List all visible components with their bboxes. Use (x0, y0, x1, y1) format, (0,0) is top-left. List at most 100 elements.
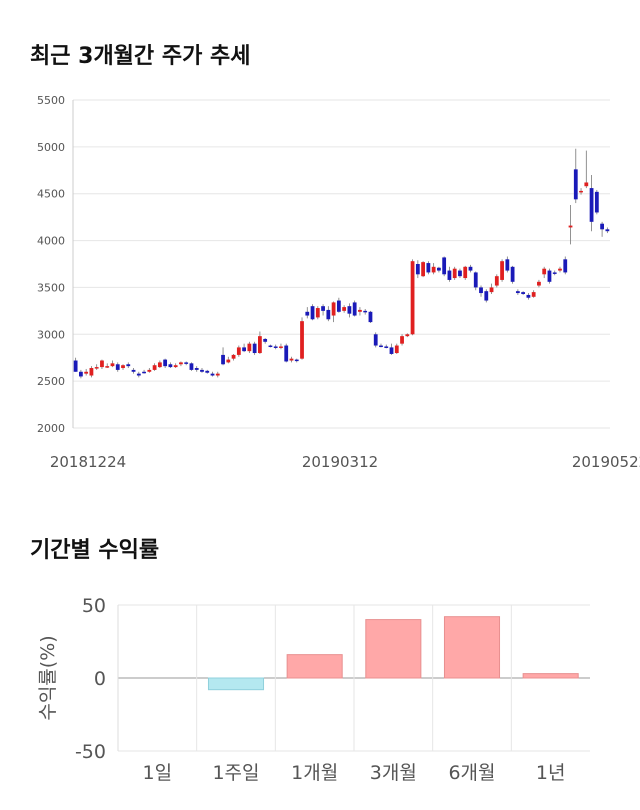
y-tick-label: 0 (94, 668, 106, 690)
candle-body (273, 346, 278, 348)
candle-body (247, 343, 252, 352)
candle-body (558, 268, 562, 271)
candle-body (84, 371, 89, 374)
candle-body (547, 270, 552, 282)
candle-body (489, 287, 494, 293)
candle-body (352, 302, 357, 316)
candle-body (384, 346, 389, 348)
candle-body (131, 369, 136, 372)
candle-body (505, 259, 510, 271)
candle-body (442, 257, 447, 275)
candle-body (331, 302, 336, 316)
candle-body (573, 169, 578, 200)
candle-body (94, 367, 99, 369)
candle-body (500, 261, 504, 280)
candle-body (521, 292, 526, 294)
candle-body (437, 267, 441, 271)
candle-body (194, 368, 199, 370)
candle-body (405, 334, 410, 337)
candle-body (594, 191, 599, 213)
candle-body (173, 365, 178, 368)
candle-body (300, 321, 304, 359)
candle-body (563, 259, 568, 273)
candle-body (163, 359, 168, 367)
x-tick-label: 20181224 (50, 453, 126, 471)
x-tick-label: 1개월 (291, 762, 338, 784)
y-tick-label: 5500 (37, 94, 65, 107)
candle-body (205, 370, 210, 373)
candle-body (268, 345, 273, 348)
trend-chart-title: 최근 3개월간 주가 추세 (30, 44, 251, 69)
candle-body (210, 373, 215, 376)
candle-body (415, 264, 420, 275)
candle-body (126, 364, 131, 367)
candle-body (279, 346, 283, 348)
candle-body (358, 309, 362, 312)
candle-body (236, 347, 241, 355)
candle-body (389, 347, 394, 354)
return-bar (365, 619, 422, 679)
x-tick-label: 6개월 (448, 762, 495, 784)
candle-body (368, 311, 373, 323)
candle-body (484, 291, 489, 301)
candle-body (184, 362, 189, 364)
x-tick-label: 1주일 (212, 762, 259, 784)
candle-body (426, 263, 431, 273)
candle-body (100, 360, 104, 368)
candle-body (584, 182, 589, 187)
candle-body (263, 338, 268, 342)
candle-body (568, 225, 573, 228)
candle-body (421, 262, 425, 277)
candle-body (105, 366, 110, 368)
candle-body (321, 306, 325, 311)
candle-body (552, 272, 557, 274)
candle-body (284, 345, 289, 362)
candle-body (373, 334, 378, 346)
candle-body (121, 365, 125, 369)
candle-body (252, 343, 257, 354)
candle-body (605, 229, 610, 232)
returns-chart-title: 기간별 수익률 (30, 538, 160, 563)
candle-body (473, 272, 478, 288)
candle-body (73, 360, 78, 372)
candle-body (115, 364, 120, 370)
candle-body (110, 363, 115, 367)
candle-body (600, 223, 604, 230)
y-axis-label: 수익률(%) (37, 635, 59, 720)
candle-body (410, 261, 415, 335)
candle-body (310, 306, 315, 320)
candle-body (468, 266, 473, 271)
x-tick-label: 20190522 (572, 453, 640, 471)
candle-body (452, 268, 457, 279)
y-tick-label: 50 (82, 595, 106, 617)
candle-body (515, 291, 520, 294)
candle-body (142, 371, 146, 374)
candle-body (542, 268, 547, 275)
candle-body (305, 311, 310, 316)
y-tick-label: 2000 (37, 422, 65, 435)
candle-body (168, 364, 173, 368)
candle-body (400, 336, 404, 344)
candle-body (510, 266, 515, 282)
candle-body (579, 190, 583, 193)
candle-body (242, 347, 246, 352)
candle-body (537, 281, 541, 286)
candle-body (200, 369, 204, 372)
candle-body (431, 266, 436, 273)
y-tick-label: 4500 (37, 188, 65, 201)
candle-body (79, 371, 83, 377)
candle-body (494, 276, 499, 286)
x-tick-label: 20190312 (302, 453, 378, 471)
return-bar (443, 616, 501, 679)
candle-body (336, 300, 341, 312)
candle-body (347, 306, 352, 314)
candle-body (147, 369, 152, 372)
y-tick-label: -50 (75, 741, 106, 763)
y-tick-label: 3500 (37, 281, 65, 294)
candle-body (342, 307, 347, 311)
candle-body (294, 359, 299, 362)
candle-body (179, 362, 183, 365)
x-tick-label: 1일 (143, 762, 173, 784)
candle-body (152, 365, 157, 370)
